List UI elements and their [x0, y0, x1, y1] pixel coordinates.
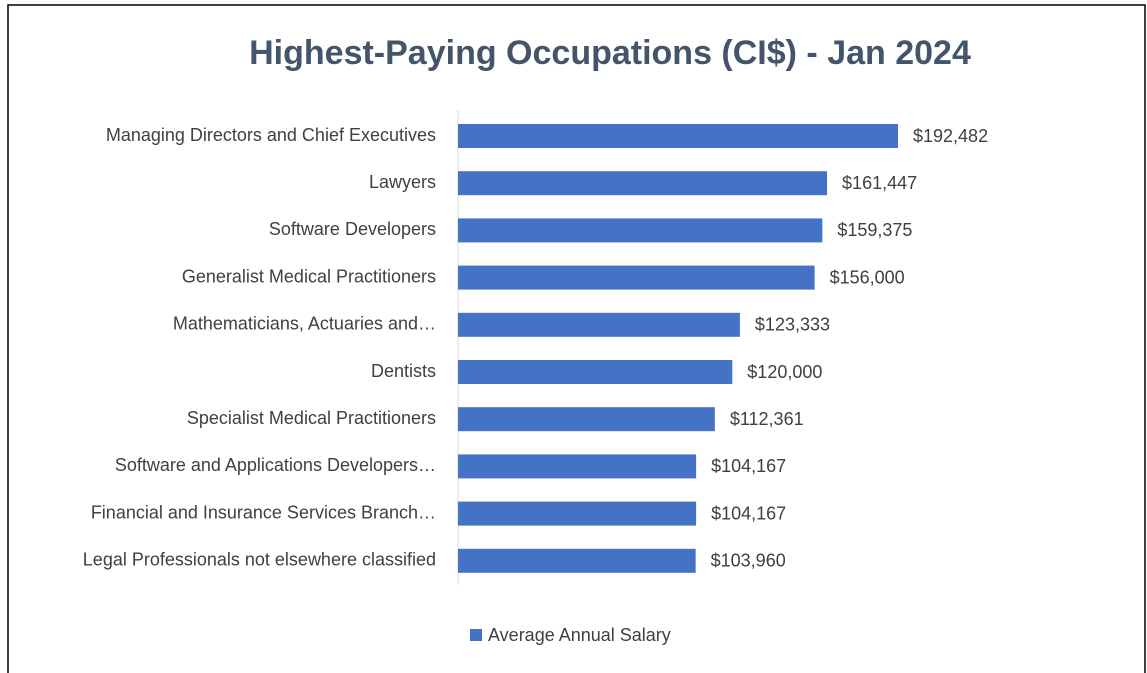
y-tick-label: Mathematicians, Actuaries and…	[173, 314, 436, 334]
data-label: $112,361	[730, 409, 804, 429]
legend-label: Average Annual Salary	[488, 625, 671, 645]
data-label: $104,167	[711, 456, 786, 476]
bar	[458, 171, 828, 196]
bar	[458, 360, 733, 384]
data-label: $123,333	[755, 315, 830, 335]
y-tick-label: Legal Professionals not elsewhere classi…	[83, 550, 436, 570]
y-tick-label: Specialist Medical Practitioners	[187, 408, 436, 428]
bar	[458, 265, 815, 290]
bar	[458, 501, 697, 526]
chart-title: Highest-Paying Occupations (CI$) - Jan 2…	[249, 34, 971, 72]
data-label: $192,482	[913, 126, 988, 146]
y-tick-label: Managing Directors and Chief Executives	[106, 125, 436, 145]
y-tick-label: Financial and Insurance Services Branch…	[91, 502, 436, 522]
bar	[458, 548, 696, 573]
y-tick-label: Generalist Medical Practitioners	[182, 266, 436, 286]
bar	[458, 312, 740, 337]
legend-swatch	[470, 629, 482, 641]
y-tick-label: Software Developers	[269, 219, 436, 239]
data-label: $103,960	[711, 551, 786, 571]
chart-frame	[7, 4, 1146, 673]
data-label: $156,000	[830, 267, 905, 287]
bar	[458, 407, 715, 432]
y-tick-label: Dentists	[371, 361, 436, 381]
data-label: $161,447	[842, 173, 917, 193]
bar	[458, 124, 898, 148]
data-label: $159,375	[837, 220, 912, 240]
data-label: $120,000	[747, 362, 822, 382]
bar	[458, 218, 823, 243]
bar	[458, 454, 697, 479]
y-tick-label: Lawyers	[369, 172, 436, 192]
y-tick-label: Software and Applications Developers…	[115, 455, 436, 475]
data-label: $104,167	[711, 503, 786, 523]
